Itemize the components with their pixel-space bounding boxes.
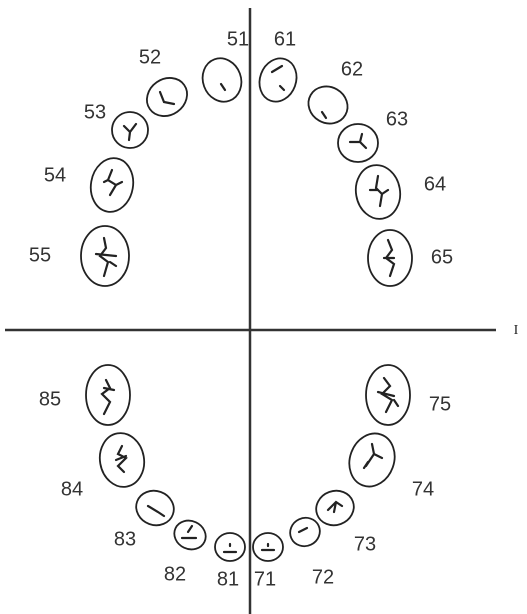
tooth-number: 52 xyxy=(139,46,161,68)
tooth-number: 84 xyxy=(61,478,83,500)
tooth-number: 62 xyxy=(341,58,363,80)
tooth xyxy=(342,427,402,493)
page: I 51 52 53 54 55 61 62 63 64 65 71 72 73 74 75 81 82 83 84… xyxy=(0,0,527,614)
tooth-number: 53 xyxy=(84,101,106,123)
tooth-number: 55 xyxy=(29,244,51,266)
tooth-number: 51 xyxy=(227,28,249,50)
tooth xyxy=(96,430,149,491)
tooth xyxy=(302,79,355,130)
tooth-number: 61 xyxy=(274,28,296,50)
tooth-number: 83 xyxy=(114,528,136,550)
tooth-number: 54 xyxy=(44,164,66,186)
tooth xyxy=(112,112,148,148)
tooth-number: 64 xyxy=(424,173,446,195)
tooth xyxy=(86,365,130,425)
tooth xyxy=(170,516,211,555)
tooth xyxy=(352,162,405,223)
tooth-number: 63 xyxy=(386,108,408,130)
tooth-number: 75 xyxy=(429,393,451,415)
tooth-number: 71 xyxy=(254,568,276,590)
tooth xyxy=(131,486,178,531)
tooth xyxy=(197,53,248,107)
tooth-number: 72 xyxy=(312,566,334,588)
tooth xyxy=(87,155,138,215)
tooth-number: 82 xyxy=(164,563,186,585)
tooth-number: 74 xyxy=(412,478,434,500)
dental-chart: I 51 52 53 54 55 61 62 63 64 65 71 72 73 74 75 81 82 83 84… xyxy=(0,0,527,614)
tooth xyxy=(254,53,303,107)
tooth-number: 65 xyxy=(431,246,453,268)
tooth-number: 81 xyxy=(217,568,239,590)
tooth-number: 73 xyxy=(354,533,376,555)
tooth-number: 85 xyxy=(39,388,61,410)
teeth: 51 52 53 54 55 61 62 63 64 65 71 72 73 74 75 81 82 83 84 85 xyxy=(29,28,453,590)
side-label: I xyxy=(514,323,519,338)
tooth xyxy=(139,70,194,124)
